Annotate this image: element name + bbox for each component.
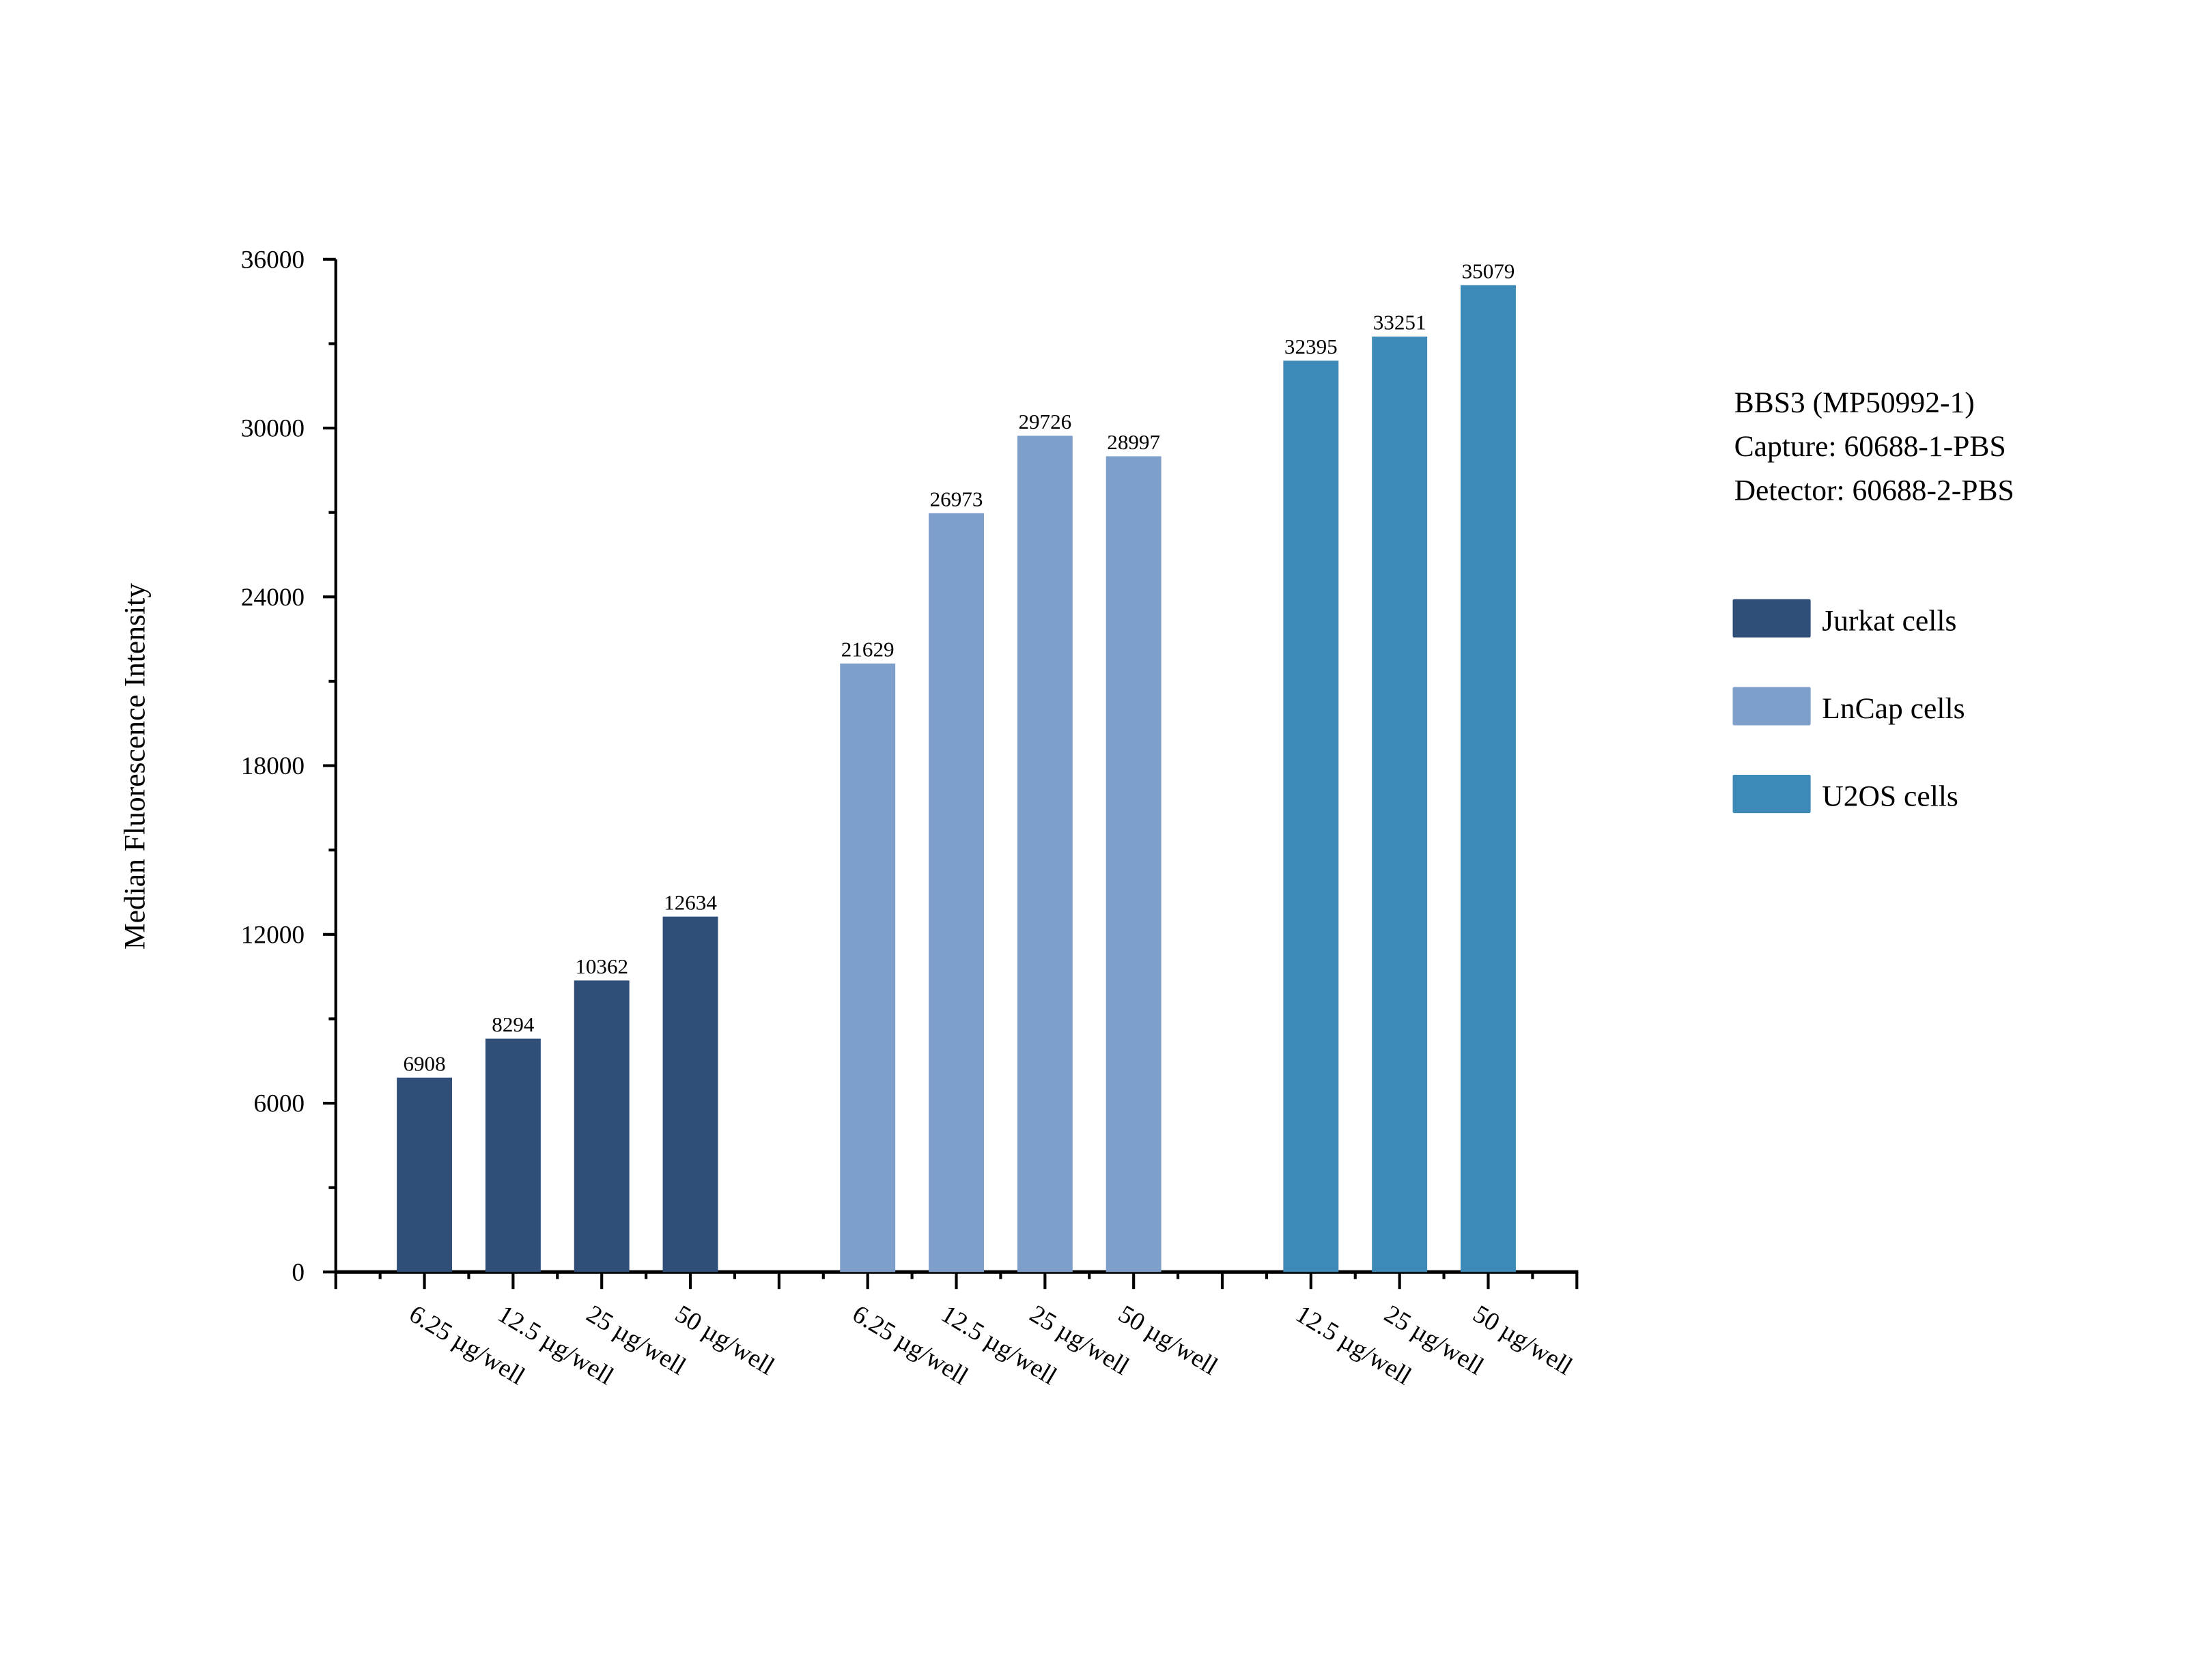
y-tick-label: 24000 xyxy=(241,584,305,612)
y-tick-label: 30000 xyxy=(241,415,305,443)
data-label: 21629 xyxy=(841,638,895,661)
bar xyxy=(397,1077,453,1272)
legend: BBS3 (MP50992-1) Capture: 60688-1-PBS Dete… xyxy=(1732,386,2014,814)
bar xyxy=(1372,337,1428,1272)
bar xyxy=(485,1038,541,1272)
data-label: 32395 xyxy=(1284,334,1338,358)
legend-label: Jurkat cells xyxy=(1822,604,1956,637)
data-label: 29726 xyxy=(1018,410,1071,433)
bar xyxy=(662,916,718,1272)
axes: 0 6000 12000 18000 24000 30000 36000 xyxy=(241,246,1579,1290)
data-label: 35079 xyxy=(1462,259,1515,283)
data-label: 6908 xyxy=(403,1051,445,1075)
bar xyxy=(840,664,896,1272)
data-label: 33251 xyxy=(1373,311,1426,334)
x-tick-label: 50 µg/well xyxy=(671,1300,780,1380)
x-tick-label: 50 µg/well xyxy=(1114,1300,1223,1380)
data-label: 26973 xyxy=(930,487,983,511)
legend-label: LnCap cells xyxy=(1822,692,1965,725)
legend-annotation: Detector: 60688-2-PBS xyxy=(1734,474,2014,507)
legend-swatch xyxy=(1732,687,1811,726)
bar xyxy=(1283,360,1339,1272)
bar xyxy=(929,513,984,1272)
legend-swatch xyxy=(1732,775,1811,814)
y-tick-label: 12000 xyxy=(241,921,305,949)
legend-label: U2OS cells xyxy=(1822,780,1958,813)
bar xyxy=(574,980,630,1272)
x-tick-label: 50 µg/well xyxy=(1468,1300,1577,1380)
data-label: 12634 xyxy=(664,890,717,914)
legend-swatch xyxy=(1732,599,1811,638)
bar xyxy=(1017,436,1073,1272)
legend-annotation: BBS3 (MP50992-1) xyxy=(1734,386,1975,419)
y-tick-label: 18000 xyxy=(241,752,305,780)
data-label: 8294 xyxy=(492,1012,535,1036)
y-axis-title: Median Fluorescence Intensity xyxy=(119,583,152,950)
data-label: 28997 xyxy=(1107,430,1160,454)
y-tick-label: 6000 xyxy=(253,1090,305,1118)
legend-annotation: Capture: 60688-1-PBS xyxy=(1734,430,2006,463)
y-tick-label: 36000 xyxy=(241,246,305,274)
bar xyxy=(1106,456,1162,1272)
data-label: 10362 xyxy=(575,954,628,978)
y-tick-label: 0 xyxy=(292,1259,305,1287)
bar xyxy=(1461,285,1516,1272)
